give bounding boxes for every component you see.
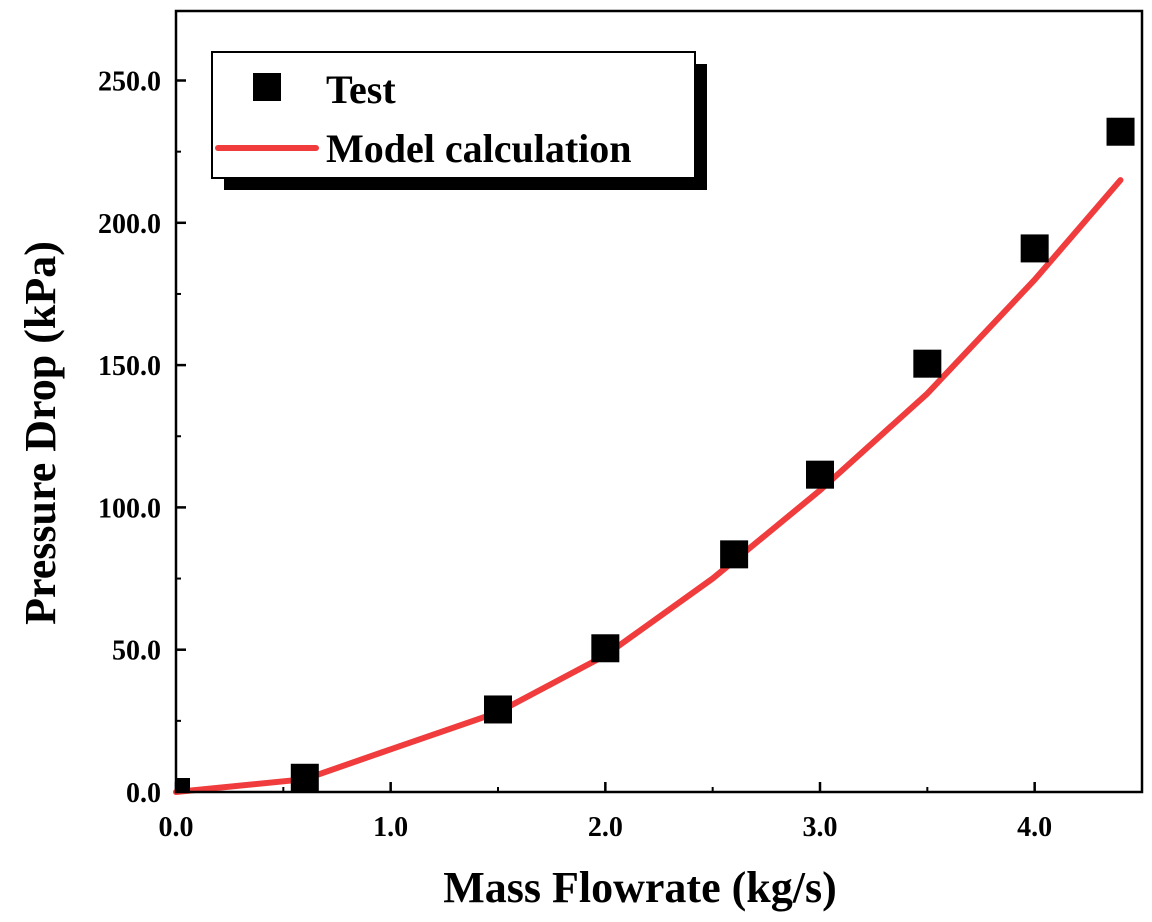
x-tick-label: 4.0 [1017,812,1052,843]
test-point [1020,234,1049,263]
test-markers [176,117,1135,792]
x-tick-label: 1.0 [373,812,408,843]
x-tick-label: 2.0 [588,812,623,843]
y-tick-label: 200.0 [98,209,161,240]
test-point [176,778,190,792]
x-axis-title: Mass Flowrate (kg/s) [443,863,837,912]
test-point [806,460,834,489]
model-calculation-line [173,177,1124,795]
y-tick-label: 250.0 [98,67,161,98]
test-point [591,634,620,663]
legend-test-label: Test [326,67,396,112]
test-point [484,695,512,724]
legend: Test Model calculation [211,51,707,190]
x-axis-ticks: 0.0 1.0 2.0 3.0 4.0 [159,782,1052,843]
x-tick-label: 0.0 [159,812,194,843]
y-axis-ticks: 0.0 50.0 100.0 150.0 200.0 250.0 [98,67,186,809]
y-tick-label: 0.0 [126,778,161,809]
x-tick-label: 3.0 [803,812,838,843]
series-layer [173,117,1135,795]
plot-frame [174,9,1144,794]
legend-model-label: Model calculation [326,126,632,171]
test-point [1106,117,1135,146]
y-tick-label: 150.0 [98,351,161,382]
test-point [720,540,749,569]
legend-box [211,51,696,179]
y-axis-title: Pressure Drop (kPa) [16,241,65,625]
y-tick-label: 100.0 [98,493,161,524]
legend-test-marker [253,73,281,101]
test-point [290,763,319,792]
test-point [913,349,942,378]
y-tick-label: 50.0 [112,636,161,667]
